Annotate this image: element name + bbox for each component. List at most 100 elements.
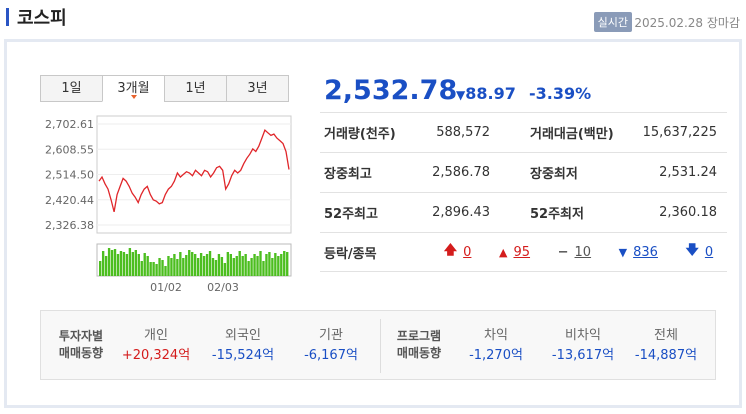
price-change-value: 88.97: [465, 84, 516, 103]
institution-value: -6,167억: [304, 348, 358, 363]
chart-y-tick-label: 2,514.50: [45, 169, 94, 182]
title-accent-bar: [6, 8, 9, 26]
chart-volume-bar: [137, 254, 140, 276]
nonarb-column: 비차익 -13,617억: [538, 326, 628, 366]
down-count[interactable]: 836: [633, 244, 658, 260]
w52-high-value: 2,896.43: [432, 205, 490, 220]
foreign-label: 외국인: [225, 328, 261, 343]
chart-volume-bar: [158, 258, 161, 276]
chart-volume-bar: [220, 257, 224, 276]
chart-volume-bar: [196, 258, 200, 276]
program-trend-label-line1: 프로그램: [396, 329, 442, 343]
arbitrage-column: 차익 -1,270억: [456, 326, 536, 366]
chart-volume-bar: [182, 258, 185, 276]
chart-volume-bar: [265, 254, 268, 276]
tab-1d[interactable]: 1일: [40, 75, 103, 102]
down-triangle-icon: ▼: [618, 245, 628, 259]
chart-volume-bar: [274, 253, 277, 276]
chart-volume-bar: [205, 254, 209, 276]
up-count[interactable]: 95: [513, 244, 531, 260]
w52-low-value: 2,360.18: [659, 205, 717, 220]
chart-volume-bar: [271, 258, 274, 276]
chart-volume-bar: [134, 250, 137, 276]
chart-volume-bar: [286, 252, 289, 276]
chart-volume-bar: [256, 256, 259, 276]
chart-volume-bar: [149, 262, 152, 276]
chart-volume-bar: [199, 253, 203, 276]
chart-y-tick-label: 2,420.44: [45, 194, 94, 207]
chart-volume-bar: [259, 251, 262, 276]
chart-volume-bar: [229, 254, 232, 276]
realtime-badge: 실시간: [593, 12, 632, 32]
price-chart-svg: 2,702.61 2,608.55 2,514.50 2,420.44 2,326.38…: [45, 115, 292, 294]
chart-volume-bar: [116, 254, 120, 276]
up-triangle-icon: ▲: [499, 245, 508, 259]
institution-label: 기관: [319, 328, 343, 343]
tab-1y[interactable]: 1년: [164, 75, 227, 102]
amount-label: 거래대금(백만): [530, 127, 614, 142]
chart-volume-bar: [250, 258, 253, 276]
price-change-percent: -3.39%: [529, 84, 592, 103]
lower-limit-count[interactable]: 0: [704, 244, 714, 260]
volume-label: 거래량(천주): [324, 127, 396, 142]
page-title: 코스피: [17, 8, 67, 29]
price-chart: 2,702.61 2,608.55 2,514.50 2,420.44 2,326.38…: [7, 108, 307, 303]
chart-volume-bar: [125, 254, 129, 276]
page-header: 코스피: [6, 6, 67, 29]
chart-volume-bar: [140, 261, 143, 276]
individual-label: 개인: [144, 328, 168, 343]
flat-count[interactable]: 10: [574, 244, 592, 260]
current-price: 2,532.78: [324, 75, 458, 106]
chart-volume-bar: [217, 254, 221, 276]
chart-volume-bar: [253, 254, 256, 276]
chart-volume-bar: [214, 260, 218, 276]
total-label: 전체: [654, 328, 678, 343]
individual-column: 개인 +20,324억: [116, 326, 196, 366]
updown-label: 등락/종목: [324, 246, 377, 262]
foreign-column: 외국인 -15,524억: [203, 326, 283, 366]
upper-limit-count[interactable]: 0: [463, 244, 472, 260]
chart-volume-bar: [167, 256, 170, 276]
chart-volume-bar: [244, 254, 247, 276]
chart-volume-bar: [194, 254, 197, 276]
chart-volume-bar: [211, 258, 215, 276]
market-datetime: 2025.02.28 장마감: [634, 16, 740, 30]
foreign-value: -15,524억: [211, 348, 275, 363]
chart-volume-bar: [99, 261, 102, 276]
program-trend-label: 프로그램 매매동향: [391, 328, 447, 362]
chart-volume-bar: [208, 251, 212, 276]
chart-y-tick-label: 2,326.38: [45, 219, 94, 232]
index-panel: 1일 3개월 1년 3년 2,702.61 2,608.55 2,514.50 2,4…: [4, 39, 742, 408]
stats-row: 52주최고 2,896.43 52주최저 2,360.18: [320, 192, 727, 232]
high-value: 2,586.78: [432, 165, 490, 180]
chart-volume-bar: [277, 256, 280, 276]
chart-volume-bar: [110, 250, 114, 276]
chart-volume-bar: [232, 258, 235, 276]
tab-3m[interactable]: 3개월: [102, 75, 165, 102]
lower-limit-arrow-icon: 🡇: [685, 243, 699, 258]
updown-counts: 🡅 0 ▲ 95 −10 ▼ 836 🡇 0: [420, 241, 727, 263]
chart-volume-bar: [202, 256, 206, 276]
chart-volume-bar: [128, 248, 132, 276]
investor-trend-label-line2: 매매동향: [58, 346, 104, 360]
low-label: 장중최저: [530, 167, 578, 182]
arbitrage-value: -1,270억: [469, 348, 523, 363]
chart-volume-bar: [131, 252, 135, 276]
institution-column: 기관 -6,167억: [291, 326, 371, 366]
nonarb-value: -13,617억: [551, 348, 615, 363]
chart-volume-bar: [235, 256, 238, 276]
nonarb-label: 비차익: [565, 328, 601, 343]
chart-volume-bar: [143, 253, 146, 276]
chart-volume-bar: [226, 252, 230, 276]
chart-volume-bar: [223, 263, 227, 276]
chart-volume-bar: [146, 256, 149, 276]
chart-volume-bar: [104, 256, 108, 276]
amount-value: 15,637,225: [642, 125, 717, 140]
investor-trend-label: 투자자별 매매동향: [53, 328, 109, 362]
stats-row: 등락/종목 🡅 0 ▲ 95 −10 ▼ 836 🡇 0: [320, 232, 727, 272]
chart-volume-bar: [262, 261, 265, 276]
chart-volume-bar: [122, 252, 126, 276]
stats-row: 장중최고 2,586.78 장중최저 2,531.24: [320, 152, 727, 192]
tab-3y[interactable]: 3년: [226, 75, 289, 102]
chart-volume-bar: [247, 261, 250, 276]
